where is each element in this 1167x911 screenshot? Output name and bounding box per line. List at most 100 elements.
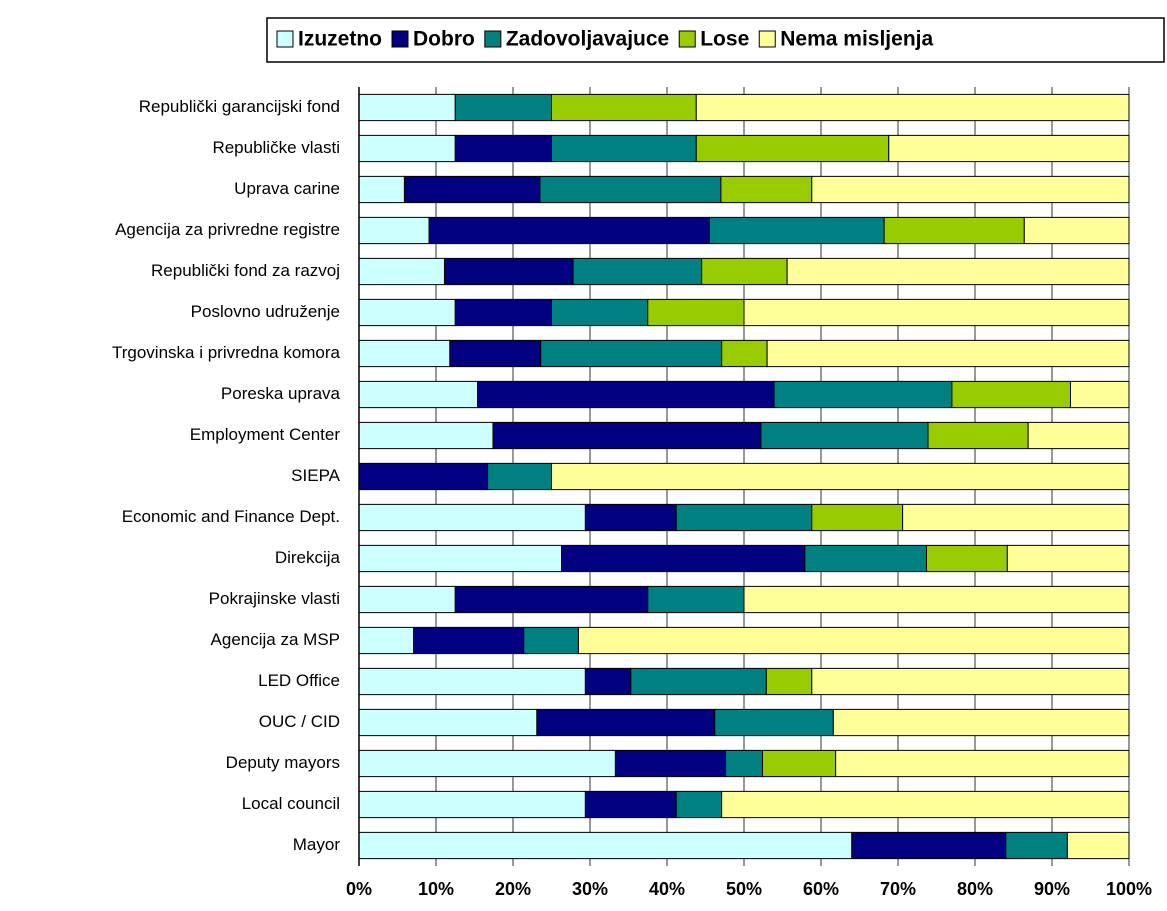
- bar-segment: [454, 585, 649, 614]
- bar-segment: [647, 585, 745, 614]
- bar-segment: [675, 503, 813, 532]
- bar-segment: [786, 257, 1130, 286]
- legend-swatch: [391, 30, 409, 48]
- x-tick-label: 10%: [418, 879, 454, 899]
- bar-segment: [630, 667, 767, 696]
- bar-segment: [454, 93, 552, 122]
- bar-segment: [358, 462, 489, 491]
- bar-segment: [413, 626, 525, 655]
- bar-segment: [539, 175, 722, 204]
- bar-segment: [701, 257, 788, 286]
- bar-segment: [647, 298, 745, 327]
- bar-segment: [358, 339, 451, 368]
- bar-segment: [477, 380, 775, 409]
- y-tick-label: Uprava carine: [234, 179, 340, 198]
- bar-segment: [925, 544, 1008, 573]
- x-tick-label: 40%: [649, 879, 685, 899]
- bar-segment: [832, 708, 1130, 737]
- bar-segment: [888, 134, 1130, 163]
- bar-segment: [358, 257, 445, 286]
- legend-swatch: [758, 30, 776, 48]
- bar-segment: [811, 503, 904, 532]
- bar-segment: [358, 749, 616, 778]
- bar-segment: [551, 93, 697, 122]
- bar-segment: [358, 790, 586, 819]
- bar-segment: [695, 93, 1130, 122]
- bar-segment: [358, 134, 456, 163]
- y-tick-label: Poreska uprava: [221, 384, 341, 403]
- x-tick-label: 60%: [803, 879, 839, 899]
- bar-segment: [721, 339, 768, 368]
- bar-segment: [714, 708, 834, 737]
- bar-segment: [358, 585, 456, 614]
- x-tick-label: 70%: [880, 879, 916, 899]
- bar-segment: [358, 667, 586, 696]
- bar-segment: [760, 421, 929, 450]
- bar-segment: [358, 93, 456, 122]
- bar-segment: [561, 544, 806, 573]
- y-tick-label: Local council: [242, 794, 340, 813]
- y-tick-label: Mayor: [293, 835, 341, 854]
- y-tick-label: Employment Center: [190, 425, 341, 444]
- bar-segment: [1005, 831, 1068, 860]
- x-tick-label: 90%: [1034, 879, 1070, 899]
- bar-segment: [523, 626, 579, 655]
- bar-segment: [358, 503, 586, 532]
- bar-segment: [835, 749, 1130, 778]
- x-tick-label: 20%: [495, 879, 531, 899]
- legend-label: Lose: [700, 28, 749, 51]
- bar-segment: [811, 667, 1130, 696]
- legend-swatch: [276, 30, 294, 48]
- y-tick-label: Republičke vlasti: [212, 138, 340, 157]
- y-tick-label: Trgovinska i privredna komora: [112, 343, 341, 362]
- bar-segment: [584, 790, 677, 819]
- bar-segment: [902, 503, 1130, 532]
- bar-segment: [443, 257, 574, 286]
- bar-segment: [358, 831, 853, 860]
- bar-segment: [358, 421, 494, 450]
- bar-segment: [551, 298, 649, 327]
- y-tick-label: Economic and Finance Dept.: [122, 507, 340, 526]
- legend-label: Izuzetno: [298, 28, 382, 51]
- bar-segment: [725, 749, 763, 778]
- bar-segment: [358, 175, 405, 204]
- x-tick-label: 30%: [572, 879, 608, 899]
- bar-segment: [708, 216, 885, 245]
- bar-segment: [454, 134, 552, 163]
- bar-segment: [358, 544, 563, 573]
- y-tick-label: Pokrajinske vlasti: [209, 589, 340, 608]
- bar-segment: [540, 339, 723, 368]
- x-tick-label: 50%: [726, 879, 762, 899]
- bar-segment: [695, 134, 890, 163]
- bar-segment: [743, 298, 1130, 327]
- bar-segment: [358, 626, 415, 655]
- bar-segment: [720, 175, 813, 204]
- bar-segment: [492, 421, 762, 450]
- bar-segment: [403, 175, 541, 204]
- y-tick-label: Republički fond za razvoj: [151, 261, 340, 280]
- bar-segment: [766, 339, 1130, 368]
- bar-segment: [358, 298, 456, 327]
- bar-segment: [454, 298, 552, 327]
- bar-segment: [1069, 380, 1130, 409]
- y-tick-label: Direkcija: [275, 548, 341, 567]
- bar-segment: [449, 339, 542, 368]
- bar-segment: [675, 790, 723, 819]
- bar-segment: [487, 462, 552, 491]
- bar-segment: [614, 749, 727, 778]
- legend-label: Dobro: [413, 28, 475, 51]
- y-tick-label: Poslovno udruženje: [191, 302, 340, 321]
- y-tick-label: LED Office: [258, 671, 340, 690]
- bar-segment: [428, 216, 710, 245]
- bar-segment: [572, 257, 703, 286]
- y-tick-label: Agencija za privredne registre: [115, 220, 340, 239]
- bar-segment: [1066, 831, 1130, 860]
- bar-segment: [811, 175, 1130, 204]
- bar-segment: [358, 216, 430, 245]
- bar-segment: [1006, 544, 1130, 573]
- bar-segment: [761, 749, 837, 778]
- legend-label: Zadovoljavajuce: [506, 28, 669, 51]
- legend-swatch: [678, 30, 696, 48]
- legend-label: Nema misljenja: [780, 28, 933, 51]
